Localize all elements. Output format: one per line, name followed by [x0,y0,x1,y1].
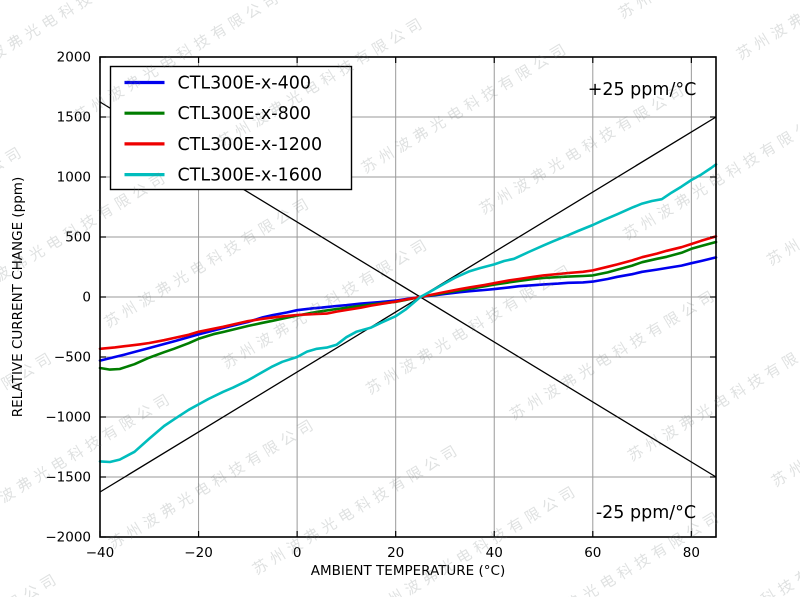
grid-lines [99,56,716,538]
axis-ticks [99,56,716,538]
x-tick-label: −20 [184,545,213,561]
tick-labels: −40 −20 0 20 40 60 80 −2000 −1500 −1000 −500 0 500 10… [45,50,700,562]
y-tick-label: −2000 [45,530,91,546]
annotation-plus25: +25 ppm/°C [588,80,697,100]
y-tick-label: 1500 [57,110,91,126]
legend-box [109,65,353,191]
series-lines [98,163,718,464]
legend-label-CTL300E-x-800: CTL300E-x-800 [178,104,312,124]
x-tick-label: 40 [486,545,503,561]
y-tick-label: 1000 [57,170,91,186]
x-tick-label: 20 [387,545,404,561]
x-tick-label: 80 [683,545,700,561]
legend-label-CTL300E-x-1600: CTL300E-x-1600 [178,166,323,186]
y-axis-label: RELATIVE CURRENT CHANGE (ppm) [10,177,26,417]
series-line-CTL300E-x-1200 [98,235,718,351]
y-tick-label: −1500 [45,470,91,486]
series-line-CTL300E-x-1600 [98,163,718,464]
legend-label-CTL300E-x-400: CTL300E-x-400 [178,74,312,94]
y-tick-label: 0 [82,290,91,306]
y-tick-label: −500 [54,350,91,366]
x-tick-label: 60 [584,545,601,561]
x-tick-label: −40 [86,545,115,561]
x-axis-label: AMBIENT TEMPERATURE (°C) [311,563,505,579]
legend-label-CTL300E-x-1200: CTL300E-x-1200 [178,135,323,155]
annotation-minus25: -25 ppm/°C [596,503,696,523]
legend: CTL300E-x-400 CTL300E-x-800 CTL300E-x-1200… [109,65,353,191]
reference-line-plus25 [99,116,717,493]
y-tick-label: −1000 [45,410,91,426]
y-tick-label: 500 [65,230,91,246]
y-tick-label: 2000 [57,50,91,66]
x-tick-label: 0 [293,545,302,561]
